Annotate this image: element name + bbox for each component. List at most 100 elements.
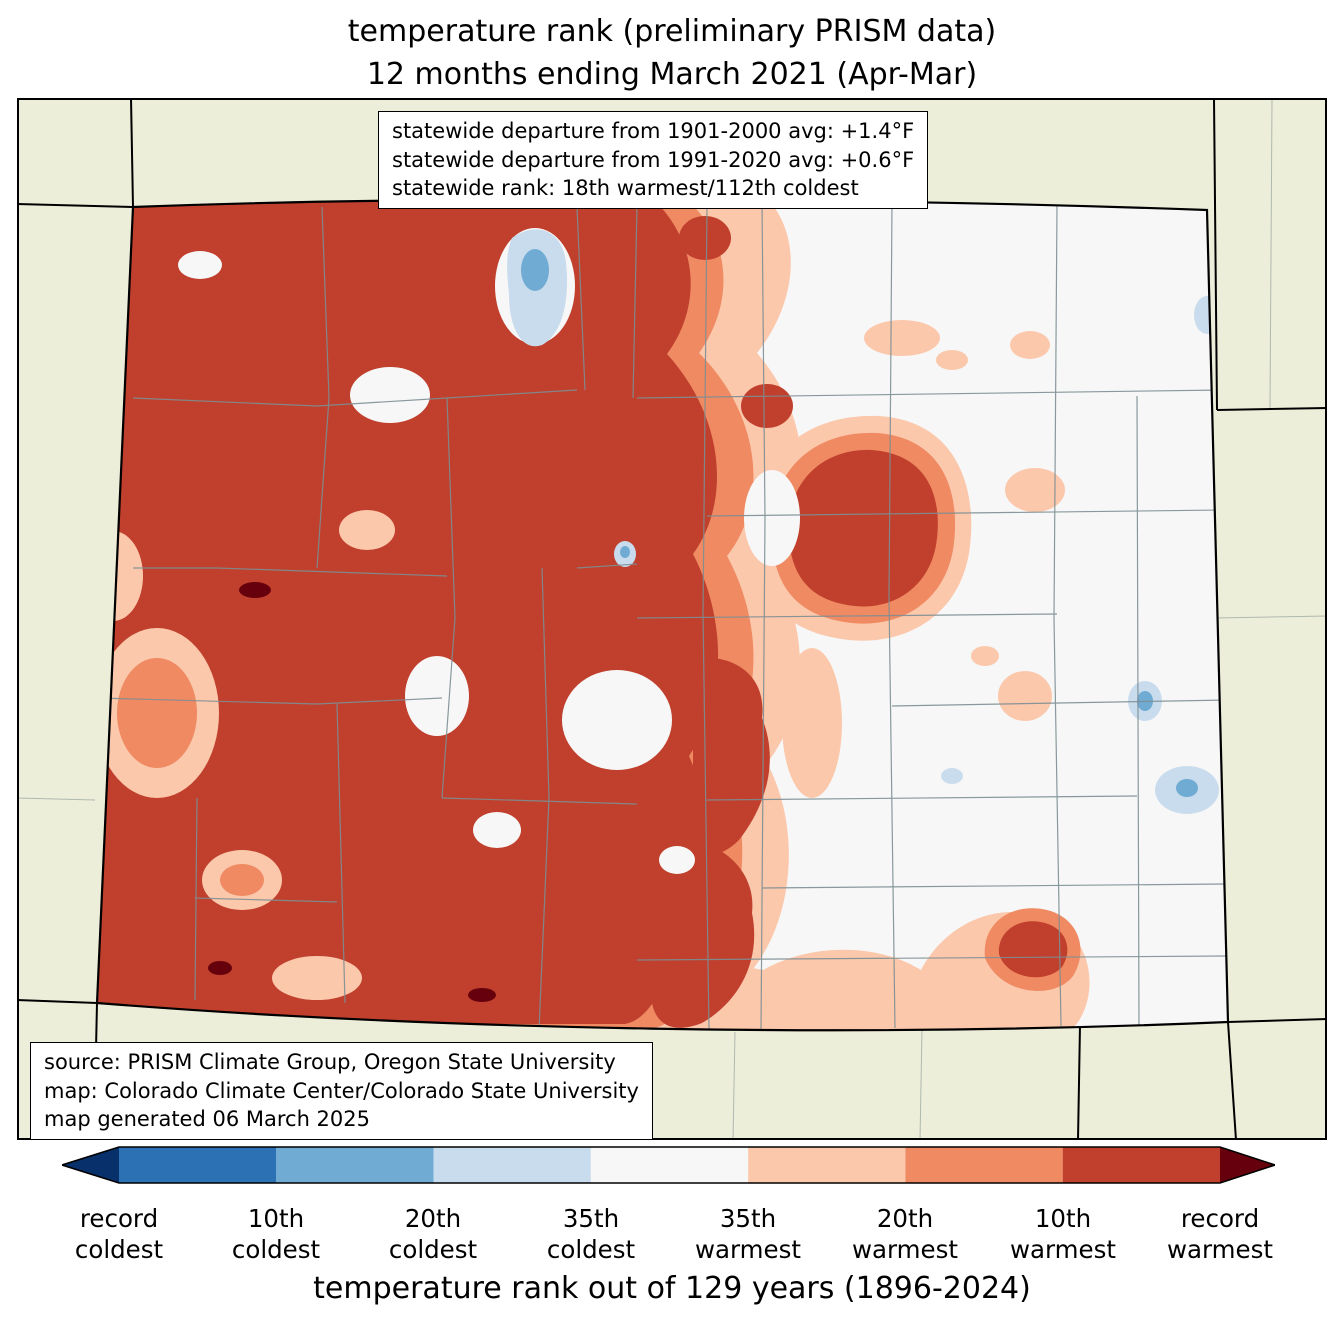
- contour-blob: [1176, 779, 1198, 797]
- contour-blob: [744, 470, 800, 566]
- county-line: [216, 567, 448, 577]
- title-line-1: temperature rank (preliminary PRISM data…: [347, 14, 997, 49]
- state-border-line: [1227, 1018, 1328, 1023]
- contour-blob: [521, 249, 549, 291]
- record-warmest-spots: [208, 582, 496, 1002]
- colorbar-segment: [590, 1147, 749, 1183]
- contour-blob: [405, 656, 469, 736]
- contour-blob: [620, 546, 630, 558]
- label-line: 35th: [719, 1204, 777, 1233]
- contour-blob: [208, 961, 232, 975]
- label-line: 10th: [1034, 1204, 1092, 1233]
- contour-blob: [350, 367, 430, 423]
- label-line: record: [79, 1204, 159, 1233]
- contour-blob: [653, 912, 1090, 1031]
- contour-blob: [117, 658, 197, 768]
- county-line: [760, 201, 766, 1031]
- label-line: 35th: [562, 1204, 620, 1233]
- stats-line-1: statewide departure from 1901-2000 avg: …: [392, 119, 915, 143]
- stats-line-2: statewide departure from 1991-2020 avg: …: [392, 147, 915, 172]
- contour-blob: [788, 449, 938, 607]
- contour-blob: [998, 671, 1052, 721]
- contour-blob: [239, 582, 271, 598]
- county-line: [441, 397, 456, 799]
- colorbar-label-35th-warmest: 35th warmest: [695, 1203, 801, 1265]
- county-line: [732, 1031, 736, 1141]
- county-line: [441, 797, 638, 805]
- contour-blob: [971, 646, 999, 666]
- contour-blob: [659, 846, 695, 874]
- colorbar: [59, 1146, 1278, 1184]
- county-borders: [97, 201, 1228, 1031]
- label-line: record: [1180, 1204, 1260, 1233]
- colorbar-right-arrow: [1220, 1147, 1275, 1183]
- contour-blob: [220, 864, 264, 896]
- label-line: 20th: [404, 1204, 462, 1233]
- county-line: [194, 897, 338, 903]
- label-line: coldest: [74, 1235, 164, 1264]
- colorbar-label-10th-coldest: 10th coldest: [232, 1203, 320, 1265]
- county-line: [761, 883, 1227, 889]
- county-line: [1215, 615, 1328, 619]
- county-line: [919, 1027, 923, 1141]
- colorbar-segment: [276, 1147, 434, 1183]
- rank-colder-cores: [521, 249, 1198, 797]
- county-line: [706, 795, 1138, 801]
- county-line: [1136, 395, 1140, 1029]
- title-line-2: 12 months ending March 2021 (Apr-Mar): [366, 57, 978, 92]
- contour-blob: [468, 988, 496, 1002]
- colorbar-label-10th-warmest: 10th warmest: [1010, 1203, 1116, 1265]
- state-border-line: [1213, 97, 1218, 411]
- contour-blob: [562, 670, 672, 770]
- county-line: [16, 797, 96, 801]
- label-line: warmest: [851, 1235, 959, 1264]
- contour-blob: [782, 648, 842, 798]
- state-border-line: [16, 999, 98, 1004]
- colorbar-left-arrow: [62, 1147, 119, 1183]
- contour-blob: [936, 350, 968, 370]
- contour-blob: [998, 921, 1068, 978]
- map-area: statewide departure from 1901-2000 avg: …: [16, 97, 1328, 1141]
- county-line: [636, 955, 1227, 961]
- label-line: warmest: [694, 1235, 802, 1264]
- source-line-2: map: Colorado Climate Center/Colorado St…: [44, 1078, 639, 1103]
- contour-blob: [97, 199, 719, 1024]
- contour-blob: [941, 768, 963, 784]
- label-line: 20th: [876, 1204, 934, 1233]
- rank-10th-warmest-layer: [97, 199, 1068, 1028]
- statewide-stats-box: statewide departure from 1901-2000 avg: …: [378, 111, 929, 209]
- colorbar-label-35th-coldest: 35th coldest: [547, 1203, 635, 1265]
- colorbar-segment: [905, 1147, 1063, 1183]
- contour-blob: [693, 657, 770, 854]
- contour-layers: [97, 199, 1228, 1031]
- source-attribution-box: source: PRISM Climate Group, Oregon Stat…: [30, 1042, 653, 1140]
- county-line: [132, 389, 578, 407]
- colorbar-segment: [1062, 1147, 1220, 1183]
- county-line: [636, 389, 1223, 399]
- county-line: [636, 613, 1058, 619]
- colorbar-caption: temperature rank out of 129 years (1896-…: [313, 1271, 1031, 1306]
- label-line: coldest: [231, 1235, 321, 1264]
- source-line-3: map generated 06 March 2025: [44, 1107, 371, 1131]
- county-line: [1269, 99, 1273, 409]
- colorbar-label-record-warmest: record warmest: [1167, 1203, 1273, 1265]
- map-title: temperature rank (preliminary PRISM data…: [0, 10, 1344, 96]
- county-line: [194, 797, 198, 1001]
- county-line: [706, 509, 1226, 517]
- contour-blob: [652, 837, 755, 1028]
- state-border-line: [1227, 1021, 1237, 1141]
- state-border-line: [130, 97, 134, 208]
- map-frame-border: [17, 98, 1327, 1140]
- contour-blob: [178, 251, 222, 279]
- county-line: [336, 703, 346, 1004]
- state-border-line: [16, 203, 134, 208]
- stats-line-3: statewide rank: 18th warmest/112th colde…: [392, 176, 859, 200]
- county-line: [316, 206, 330, 569]
- colorbar-label-record-coldest: record coldest: [75, 1203, 163, 1265]
- contour-blob: [272, 956, 362, 1000]
- county-line: [576, 206, 586, 391]
- source-line-1: source: PRISM Climate Group, Oregon Stat…: [44, 1050, 616, 1074]
- contour-blob: [339, 510, 395, 550]
- county-line: [1053, 204, 1062, 1027]
- label-line: 10th: [247, 1204, 305, 1233]
